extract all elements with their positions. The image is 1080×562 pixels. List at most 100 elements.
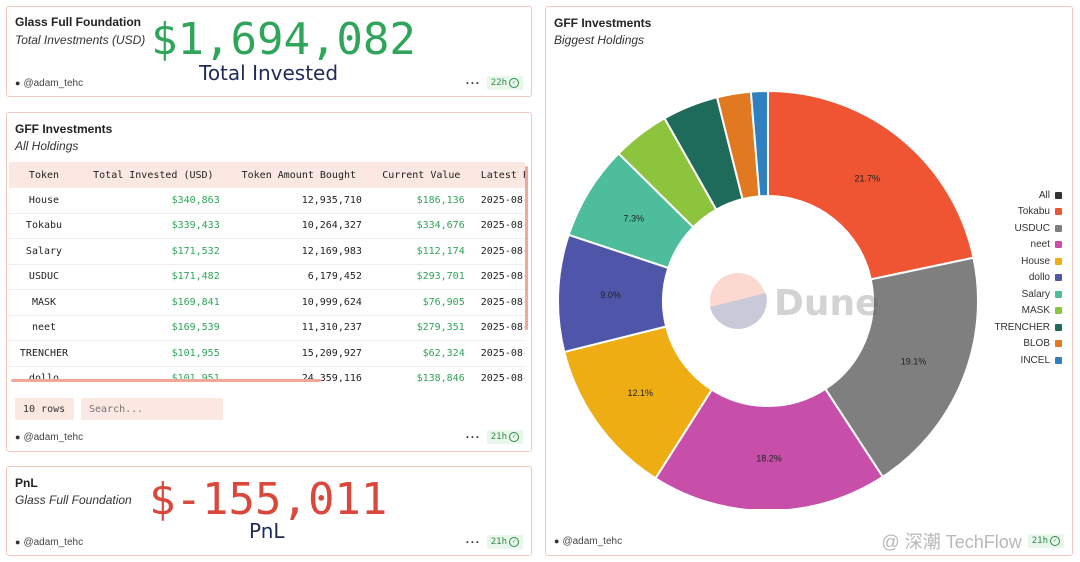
legend-swatch xyxy=(1055,290,1062,298)
slice-value-label: 21.7% xyxy=(854,174,880,184)
total-invested-cell: $171,532 xyxy=(78,238,228,265)
legend-label: neet xyxy=(1030,239,1050,251)
token-amount-cell: 12,935,710 xyxy=(227,188,370,214)
vertical-scrollbar[interactable] xyxy=(525,166,528,330)
table-scroll-area[interactable]: Token Total Invested (USD) Token Amount … xyxy=(9,162,525,382)
refresh-age-badge[interactable]: 21h ✓ xyxy=(486,430,523,444)
donut-slice-usduc[interactable] xyxy=(823,256,979,479)
table-row[interactable]: dollo$101,95124,359,116$138,8462025-08-0… xyxy=(9,366,525,382)
token-cell: dollo xyxy=(9,366,79,382)
column-header[interactable]: Token Amount Bought xyxy=(241,169,357,181)
author[interactable]: ● @adam_tehc xyxy=(554,536,622,547)
chart-title: GFF Investments xyxy=(554,16,652,30)
author[interactable]: ● @adam_tehc xyxy=(15,78,83,89)
total-invested-cell: $101,951 xyxy=(78,366,228,382)
donut-slice-tokabu[interactable] xyxy=(767,89,975,281)
author-icon: ● xyxy=(554,536,560,546)
legend-item[interactable]: Tokabu xyxy=(972,204,1062,221)
token-cell: Salary xyxy=(9,238,79,265)
table-row[interactable]: TRENCHER $101,955 15,209,927 $62,324 2025-08… xyxy=(9,340,525,367)
table-row[interactable]: USDUC$171,4826,179,452$293,7012025-08-07… xyxy=(9,264,525,290)
chart-subtitle: Biggest Holdings xyxy=(554,33,645,47)
table-row[interactable]: neet$169,53911,310,237$279,3512025-08-07… xyxy=(9,315,525,341)
legend-item[interactable]: House xyxy=(972,253,1062,270)
token-cell: Tokabu xyxy=(9,213,79,239)
token-amount-cell: 15,209,927 xyxy=(227,340,370,367)
dune-logo-shade xyxy=(710,293,767,329)
legend-item[interactable]: INCEL xyxy=(972,352,1062,369)
token-amount-cell: 24,359,116 xyxy=(227,366,370,382)
pnl-card: PnL Glass Full Foundation $-155,011 PnL … xyxy=(6,466,532,556)
legend-item[interactable]: TRENCHER xyxy=(972,319,1062,336)
rows-per-page-select[interactable]: 10 rows xyxy=(15,398,74,420)
pnl-value: $-155,011 xyxy=(149,474,388,525)
token-amount-cell: 6,179,452 xyxy=(227,264,370,290)
legend-item[interactable]: MASK xyxy=(972,303,1062,320)
current-value-cell: $112,174 xyxy=(369,238,473,265)
table-row[interactable]: MASK$169,84110,999,624$76,9052025-08-07 … xyxy=(9,289,525,316)
column-header[interactable]: Current Value xyxy=(382,169,461,181)
author[interactable]: ● @adam_tehc xyxy=(15,537,83,548)
total-invested-cell: $339,433 xyxy=(78,213,228,239)
latest-purchase-cell: 2025-08-07 2 xyxy=(472,188,525,214)
token-cell: neet xyxy=(9,315,79,341)
donut-slice-incel[interactable] xyxy=(749,89,769,198)
legend-label: INCEL xyxy=(1020,354,1050,366)
check-icon: ✓ xyxy=(509,78,519,88)
table-row[interactable]: Salary$171,53212,169,983$112,1742025-08-… xyxy=(9,238,525,265)
legend-item[interactable]: Salary xyxy=(972,286,1062,303)
legend-swatch xyxy=(1055,340,1062,348)
total-invested-cell: $169,841 xyxy=(78,289,228,316)
latest-purchase-cell: 2025-08-07 2 xyxy=(472,238,525,265)
more-options-icon[interactable]: ··· xyxy=(465,535,481,549)
slice-value-label: 12.1% xyxy=(628,388,654,398)
current-value-cell: $62,324 xyxy=(369,340,473,367)
latest-purchase-cell: 2025-08-07 1 xyxy=(472,366,525,382)
legend-swatch xyxy=(1055,356,1062,364)
legend-swatch xyxy=(1055,323,1062,331)
total-invested-value: $1,694,082 xyxy=(151,14,416,65)
legend-item[interactable]: neet xyxy=(972,237,1062,254)
legend-item[interactable]: dollo xyxy=(972,270,1062,287)
refresh-age-badge[interactable]: 21h ✓ xyxy=(1027,534,1064,548)
token-amount-cell: 10,999,624 xyxy=(227,289,370,316)
author-name: @adam_tehc xyxy=(23,431,84,443)
refresh-age-badge[interactable]: 21h ✓ xyxy=(486,535,523,549)
legend-item[interactable]: USDUC xyxy=(972,220,1062,237)
column-header[interactable]: Total Invested (USD) xyxy=(93,169,214,181)
legend-label: USDUC xyxy=(1014,222,1050,234)
token-amount-cell: 11,310,237 xyxy=(227,315,370,341)
table-search-input[interactable] xyxy=(81,398,223,420)
token-amount-cell: 12,169,983 xyxy=(227,238,370,265)
slice-value-label: 18.2% xyxy=(756,453,782,463)
overlay-watermark: @ 深潮 TechFlow xyxy=(881,532,1022,552)
legend-swatch xyxy=(1055,257,1062,265)
total-invested-card: Glass Full Foundation Total Investments … xyxy=(6,6,532,97)
column-header[interactable]: Latest Purc xyxy=(480,169,525,181)
more-options-icon[interactable]: ··· xyxy=(465,430,481,444)
horizontal-scrollbar[interactable] xyxy=(11,379,321,382)
legend-label: TRENCHER xyxy=(994,321,1050,333)
card-title: PnL xyxy=(15,476,38,490)
latest-purchase-cell: 2025-08-07 1 xyxy=(472,264,525,290)
column-header[interactable]: Token xyxy=(28,169,60,181)
check-icon: ✓ xyxy=(509,432,519,442)
age-label: 21h xyxy=(490,537,507,547)
legend-item[interactable]: All xyxy=(972,187,1062,204)
current-value-cell: $186,136 xyxy=(369,188,473,214)
donut-chart: 21.7% 19.1% 18.2% 12.1% 9.0% 7.3% Dune xyxy=(557,89,979,509)
card-subtitle: Total Investments (USD) xyxy=(15,33,146,47)
donut-slice-neet[interactable] xyxy=(654,387,885,509)
table-row[interactable]: House$340,86312,935,710$186,1362025-08-0… xyxy=(9,188,525,214)
current-value-cell: $293,701 xyxy=(369,264,473,290)
author-name: @adam_tehc xyxy=(23,536,84,548)
more-options-icon[interactable]: ··· xyxy=(465,76,481,90)
total-invested-cell: $171,482 xyxy=(78,264,228,290)
refresh-age-badge[interactable]: 22h ✓ xyxy=(486,76,523,90)
latest-purchase-cell: 2025-08-07 1 xyxy=(472,315,525,341)
current-value-cell: $138,846 xyxy=(369,366,473,382)
table-row[interactable]: Tokabu$339,43310,264,327$334,6762025-08-… xyxy=(9,213,525,239)
legend-item[interactable]: BLOB xyxy=(972,336,1062,353)
dune-watermark-text: Dune xyxy=(774,283,880,324)
author[interactable]: ● @adam_tehc xyxy=(15,432,83,443)
